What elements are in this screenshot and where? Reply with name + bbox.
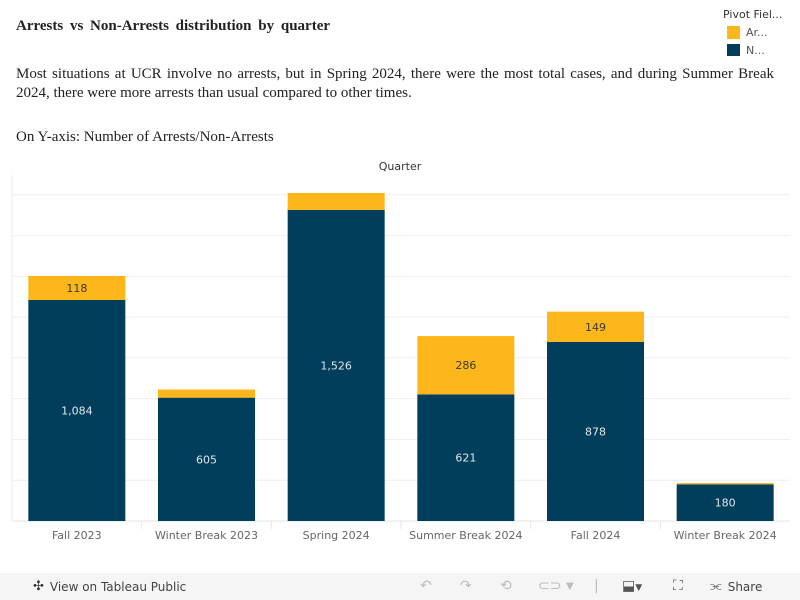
view-on-tableau-label: View on Tableau Public	[49, 579, 187, 594]
share-label: Share	[727, 579, 763, 594]
legend-title: Pivot Fiel...	[723, 8, 783, 21]
revert-icon[interactable]: ⟲	[500, 578, 512, 594]
legend-item-arrests[interactable]: Ar...	[723, 26, 800, 39]
data-label: 149	[585, 321, 606, 334]
data-label: 1,084	[61, 405, 93, 418]
x-tick-label: Fall 2023	[52, 529, 102, 542]
legend-swatch-arrests	[727, 26, 740, 39]
download-icon[interactable]: ⬓▼	[622, 578, 643, 594]
bar-non-arrests-summer-break-2024[interactable]	[417, 394, 515, 521]
share-button[interactable]: ⫘ Share	[710, 579, 762, 594]
x-tick-label: Winter Break 2023	[155, 529, 258, 542]
column-header: Quarter	[379, 160, 422, 173]
x-tick-labels: Fall 2023 Winter Break 2023 Spring 2024 Sum…	[52, 529, 777, 542]
x-tick-label: Summer Break 2024	[409, 529, 522, 542]
legend-label-non-arrests: N...	[746, 44, 765, 56]
dashboard-title: Arrests vs Non-Arrests distribution by q…	[16, 18, 331, 34]
legend-item-non-arrests[interactable]: N...	[723, 44, 800, 56]
bar-non-arrests-fall-2023[interactable]	[28, 300, 126, 521]
redo-icon[interactable]: ↷	[460, 578, 472, 594]
data-label: 118	[66, 282, 87, 295]
share-icon: ⫘	[710, 579, 722, 594]
fullscreen-icon[interactable]: ⛶	[673, 578, 683, 594]
tableau-logo-icon: ✣	[33, 579, 44, 594]
data-label: 878	[585, 425, 606, 438]
data-label: 1,526	[320, 359, 352, 372]
bar-arrests-fall-2023[interactable]	[28, 275, 126, 300]
x-tick-label: Winter Break 2024	[674, 529, 777, 542]
description-text: Most situations at UCR involve no arrest…	[16, 66, 774, 101]
bar-non-arrests-winter-break-2024[interactable]	[676, 484, 774, 521]
stacked-bar-chart: Quarter 1,0841186051,526621286878149180 …	[11, 160, 790, 542]
bar-arrests-summer-break-2024[interactable]	[417, 336, 515, 395]
x-tick-label: Fall 2024	[571, 529, 621, 542]
bar-non-arrests-winter-break-2023[interactable]	[158, 397, 255, 521]
legend-label-arrests: Ar...	[746, 26, 768, 39]
data-label: 286	[455, 359, 476, 372]
x-tick-label: Spring 2024	[303, 529, 370, 542]
bar-arrests-winter-break-2024[interactable]	[676, 483, 774, 485]
bar-arrests-winter-break-2023[interactable]	[158, 389, 255, 398]
toolbar-divider: |	[594, 578, 599, 594]
data-labels: 1,084 118 605 1,526 621 286 878 149 180	[61, 282, 736, 510]
bar-non-arrests-fall-2024[interactable]	[547, 341, 644, 521]
legend-swatch-non-arrests	[727, 44, 740, 56]
bar-non-arrests-spring-2024[interactable]	[287, 209, 385, 521]
bar-arrests-fall-2024[interactable]	[547, 311, 644, 342]
refresh-icon[interactable]: ⊂⊃	[538, 578, 562, 594]
gridlines	[11, 175, 790, 529]
bars	[28, 192, 774, 521]
data-label: 180	[715, 497, 736, 510]
undo-icon[interactable]: ↶	[420, 578, 432, 594]
footer-toolbar: ✣ View on Tableau Public ↶ ↷ ⟲ ⊂⊃ ▼ | ⬓▼…	[0, 573, 800, 600]
data-label: 621	[455, 452, 476, 465]
y-axis-note: On Y-axis: Number of Arrests/Non-Arrests	[16, 129, 274, 145]
view-on-tableau-link[interactable]: ✣ View on Tableau Public	[33, 579, 186, 594]
bar-arrests-spring-2024[interactable]	[287, 192, 385, 210]
data-label: 605	[196, 453, 217, 466]
dropdown-caret-icon[interactable]: ▼	[566, 581, 574, 592]
legend[interactable]: Pivot Fiel... Ar... N...	[723, 8, 800, 56]
